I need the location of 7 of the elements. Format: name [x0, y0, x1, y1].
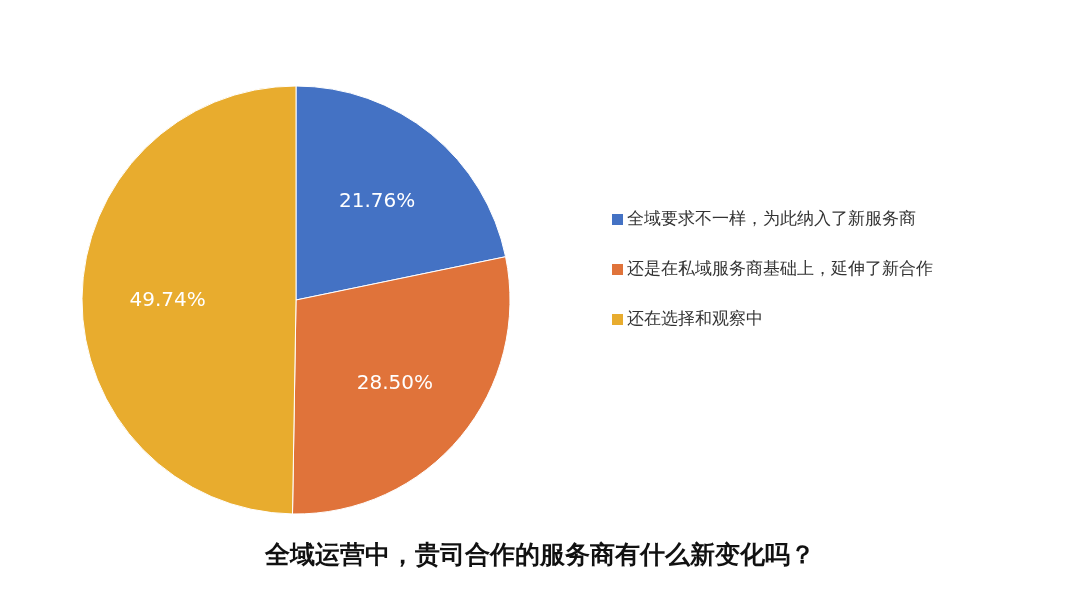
legend-label: 还在选择和观察中: [627, 308, 763, 328]
text: 全域运营中，贵司合作的服务商有什么新变化吗？: [264, 539, 816, 571]
legend-label: 全域要求不一样，为此纳入了新服务商: [627, 208, 916, 228]
data-label: 49.74%: [129, 286, 206, 311]
legend-label: 还是在私域服务商基础上，延伸了新合作: [627, 258, 933, 278]
data-label: 28.50%: [356, 369, 434, 394]
data-label: 21.76%: [338, 188, 416, 213]
